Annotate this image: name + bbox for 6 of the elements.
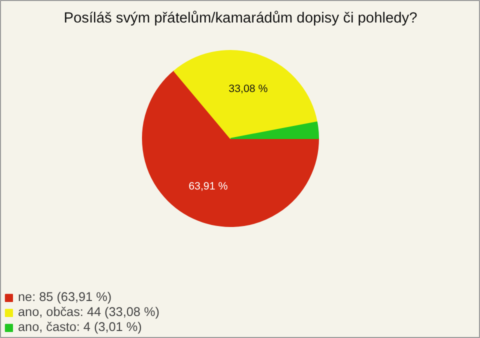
data-label: 33,08 % bbox=[228, 82, 268, 95]
legend-label: ano, občas: 44 (33,08 %) bbox=[18, 305, 160, 319]
legend-label: ano, často: 4 (3,01 %) bbox=[18, 320, 142, 334]
legend-label: ne: 85 (63,91 %) bbox=[18, 290, 112, 304]
data-label: 63,91 % bbox=[188, 180, 228, 192]
chart-title: Posíláš svým přátelům/kamarádům dopisy či pohledy? bbox=[64, 10, 418, 26]
